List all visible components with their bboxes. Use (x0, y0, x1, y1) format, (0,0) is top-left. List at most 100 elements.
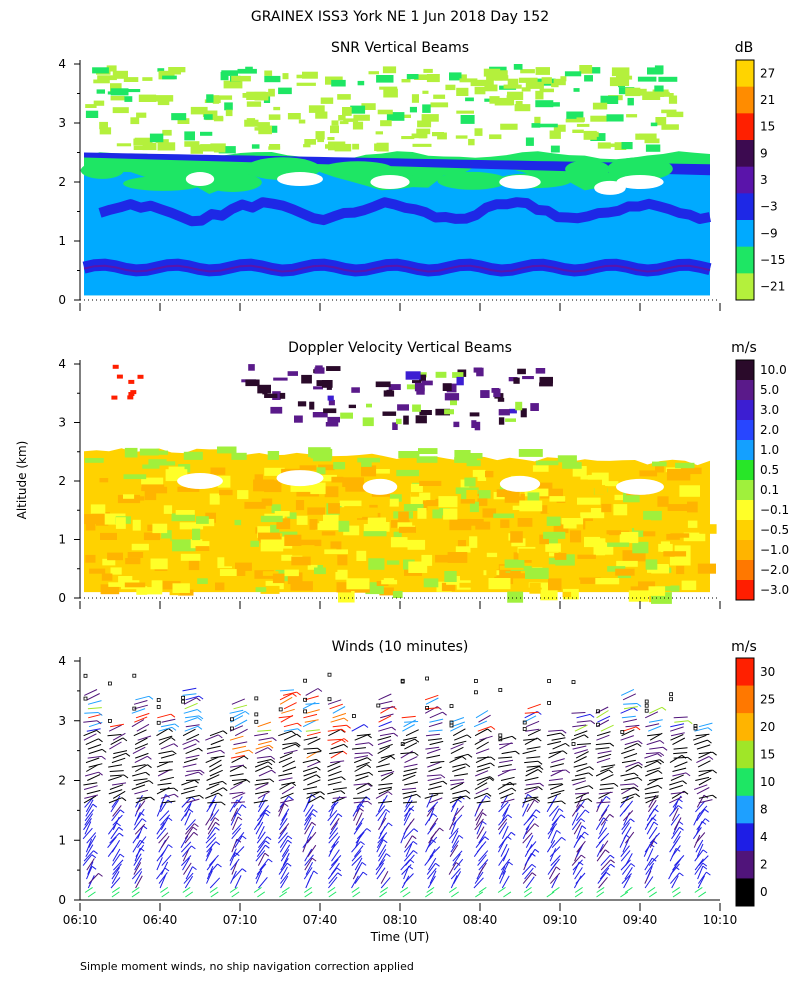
wind-barb (552, 742, 566, 750)
wind-barb (451, 721, 465, 728)
snr-upper-cell (376, 142, 389, 152)
wind-barb-flag (682, 780, 687, 785)
wind-barb (283, 733, 298, 741)
wind-barb-flag (295, 743, 300, 748)
wind-barb-flag (237, 816, 243, 821)
wind-barb-flag (320, 791, 325, 796)
wind-barb (231, 823, 242, 835)
snr-upper-cell (320, 97, 334, 104)
doppler-cell (295, 500, 305, 511)
wind-barb-flag (101, 756, 106, 760)
wind-barb (649, 706, 663, 714)
wind-barb (669, 784, 683, 790)
wind-barb (698, 891, 707, 898)
wind-barb-flag (283, 803, 289, 807)
wind-barb-flag (657, 753, 662, 758)
wind-barb (402, 774, 416, 781)
doppler-upper-cell (297, 401, 307, 407)
wind-barb (478, 886, 487, 893)
doppler-cell (504, 493, 525, 503)
wind-barb (671, 807, 679, 822)
wind-barb (88, 713, 102, 719)
snr-upper-cell (99, 121, 108, 130)
wind-barb (328, 770, 342, 777)
colorbar-label: 8 (760, 803, 768, 817)
wind-barb-flag (387, 822, 393, 827)
wind-barb (621, 729, 635, 737)
wind-barb (450, 875, 458, 889)
wind-barb (185, 779, 200, 781)
doppler-upper-cell (366, 403, 372, 408)
wind-barb-flag (580, 854, 586, 859)
wind-barb (622, 839, 630, 853)
wind-barb-flag (490, 762, 495, 767)
wind-barb (327, 790, 342, 795)
wind-barb (644, 791, 659, 795)
snr-upper-cell (456, 87, 469, 96)
wind-barb (598, 876, 608, 889)
wind-barb (160, 743, 174, 750)
wind-barb-flag (269, 778, 275, 783)
wind-barb (283, 702, 297, 710)
wind-barb (400, 750, 414, 759)
wind-barb-flag (702, 865, 708, 870)
doppler-cell (310, 482, 326, 495)
snr-upper-cell (298, 119, 306, 124)
wind-barb (232, 868, 243, 880)
colorbar-label: 27 (760, 66, 775, 80)
wind-barb (673, 830, 682, 844)
doppler-cell (309, 519, 318, 530)
wind-barb-flag (148, 780, 154, 784)
snr-upper-cell (484, 84, 498, 92)
wind-barb (670, 791, 685, 795)
doppler-upper-cell (520, 408, 527, 418)
wind-barb (161, 718, 176, 723)
wind-barb-flag (712, 751, 717, 756)
wind-barb (476, 762, 491, 768)
wind-barb (673, 752, 688, 755)
snr-upper-cell (449, 72, 462, 81)
wind-barb (574, 891, 583, 898)
calm-marker (156, 705, 161, 709)
calm-marker (449, 704, 454, 708)
wind-barb-flag (196, 697, 201, 702)
doppler-cell (687, 520, 698, 528)
wind-barb (351, 724, 365, 732)
snr-upper-cell (468, 138, 475, 146)
snr-upper-cell (614, 142, 627, 150)
wind-barb (157, 713, 172, 719)
wind-barb (502, 831, 512, 844)
wind-barb (644, 711, 659, 719)
wind-barb (694, 739, 708, 746)
wind-barb (134, 871, 143, 884)
wind-barb (303, 736, 318, 741)
wind-barb (303, 774, 317, 781)
wind-barb (354, 871, 364, 884)
wind-barb (134, 737, 148, 746)
y-tick-label: 3 (58, 714, 66, 728)
wind-barb-flag (270, 759, 276, 763)
wind-barb (278, 756, 293, 764)
doppler-top-cell (357, 457, 380, 463)
wind-barb (646, 821, 655, 835)
snr-upper-cell (576, 117, 585, 122)
doppler-cell (123, 494, 135, 499)
wind-barb-flag (222, 781, 227, 785)
wind-barb (648, 804, 658, 817)
doppler-upper-cell (415, 415, 427, 424)
wind-barb (84, 794, 99, 799)
doppler-upper-cell (396, 418, 402, 425)
doppler-upper-cell (517, 368, 526, 375)
wind-barb (375, 859, 386, 871)
wind-barb-flag (413, 850, 418, 854)
wind-barb (500, 776, 515, 781)
wind-barb (477, 854, 487, 866)
wind-barb (184, 800, 194, 813)
snr-upper-cell (315, 131, 325, 140)
wind-barb-flag (200, 769, 205, 774)
wind-barb (448, 886, 457, 893)
doppler-upper-cell (505, 418, 516, 422)
wind-barb (351, 747, 366, 750)
doppler-top-cell (148, 459, 167, 465)
